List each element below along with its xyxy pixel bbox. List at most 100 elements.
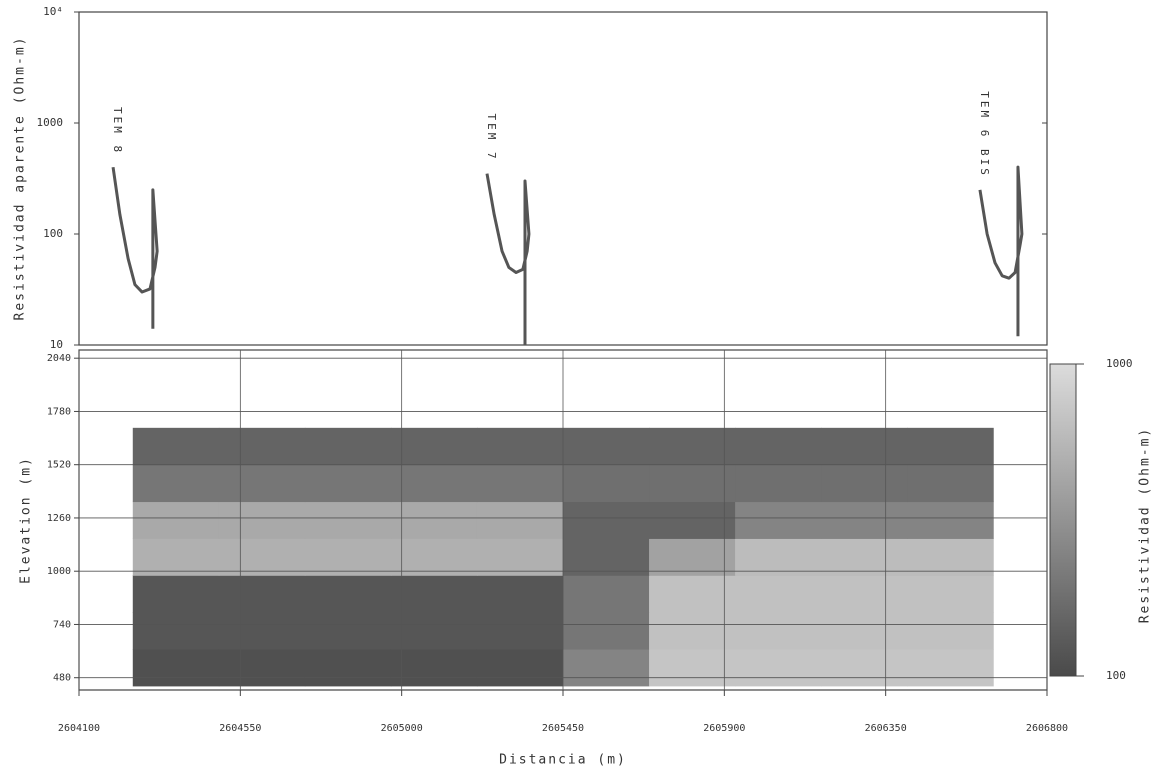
y-tick-label: 2040 — [47, 353, 71, 364]
section-cell — [907, 538, 994, 576]
section-cell — [304, 501, 392, 539]
section-cell — [821, 427, 908, 466]
section-cell — [476, 464, 564, 503]
section-cell — [390, 427, 478, 466]
section-cell — [563, 427, 650, 466]
section-cell — [563, 538, 650, 576]
sounding-curve — [111, 166, 159, 329]
section-y-label: Elevation (m) — [19, 456, 34, 584]
section-cell — [390, 612, 478, 650]
section-cell — [649, 649, 736, 687]
x-tick-label: 2606800 — [1026, 723, 1068, 734]
y-tick-label: 10 — [50, 338, 63, 351]
section-cell — [132, 538, 220, 576]
section-cell — [476, 649, 564, 687]
section-cell — [649, 575, 736, 613]
y-tick-label: 1260 — [47, 513, 71, 524]
section-cell — [218, 649, 306, 687]
sounding-curve — [978, 165, 1024, 337]
section-cell — [304, 612, 392, 650]
section-cell — [390, 464, 478, 503]
section-cell — [735, 464, 822, 503]
section-cell — [132, 427, 220, 466]
top-y-label: Resistividad aparente (Ohm-m) — [13, 36, 28, 321]
x-label: Distancia (m) — [499, 753, 627, 768]
y-tick-label: 480 — [53, 673, 71, 684]
x-tick-label: 2606350 — [865, 723, 907, 734]
sounding-label: TEM 8 — [111, 107, 124, 155]
section-cell — [218, 612, 306, 650]
section-cell — [304, 575, 392, 613]
section-cell — [735, 575, 822, 613]
x-tick-label: 2605450 — [542, 723, 584, 734]
section-cell — [563, 649, 650, 687]
y-tick-label: 1780 — [47, 406, 71, 417]
section-cell — [821, 464, 908, 503]
section-cell — [304, 464, 392, 503]
top-frame — [78, 11, 1048, 346]
x-tick-label: 2604100 — [58, 723, 100, 734]
section-cell — [476, 612, 564, 650]
section-cell — [132, 649, 220, 687]
section-cell — [218, 427, 306, 466]
section-cell — [649, 612, 736, 650]
y-tick-label: 10⁴ — [43, 5, 63, 18]
y-tick-label: 740 — [53, 619, 71, 630]
section-cell — [821, 649, 908, 687]
section-cell — [132, 612, 220, 650]
section-cell — [649, 427, 736, 466]
section-cell — [735, 649, 822, 687]
section-cell — [735, 612, 822, 650]
section-cell — [735, 427, 822, 466]
section-cell — [563, 575, 650, 613]
x-tick-label: 2605900 — [703, 723, 745, 734]
section-cell — [218, 501, 306, 539]
section-cell — [476, 538, 564, 576]
section-cell — [907, 649, 994, 687]
section-cell — [132, 575, 220, 613]
section-cell — [907, 575, 994, 613]
y-tick-label: 100 — [43, 227, 63, 240]
section-cell — [304, 649, 392, 687]
section-cell — [218, 575, 306, 613]
section-cell — [563, 501, 650, 539]
section-cell — [907, 427, 994, 466]
section-cell — [476, 501, 564, 539]
y-tick-label: 1000 — [47, 566, 71, 577]
section-cell — [735, 501, 822, 539]
section-cell — [563, 464, 650, 503]
section-cell — [132, 501, 220, 539]
section-cell — [476, 575, 564, 613]
section-cell — [390, 538, 478, 576]
colorbar-label: Resistividad (Ohm-m) — [1138, 427, 1153, 624]
section-cell — [218, 464, 306, 503]
section-cell — [218, 538, 306, 576]
section-cell — [735, 538, 822, 576]
section-cell — [649, 464, 736, 503]
section-cell — [907, 464, 994, 503]
sounding-label: TEM 6 BIS — [978, 91, 991, 178]
colorbar-tick-label: 1000 — [1106, 357, 1133, 370]
section-cell — [821, 575, 908, 613]
section-cell — [821, 501, 908, 539]
colorbar — [1049, 363, 1077, 677]
section-cell — [304, 538, 392, 576]
x-tick-label: 2605000 — [381, 723, 423, 734]
section-cell — [390, 649, 478, 687]
section-cell — [304, 427, 392, 466]
section-cell — [390, 501, 478, 539]
x-tick-label: 2604550 — [219, 723, 261, 734]
section-cell — [907, 612, 994, 650]
section-cell — [649, 501, 736, 539]
section-cell — [907, 501, 994, 539]
sounding-curve — [485, 173, 531, 345]
colorbar-tick-label: 100 — [1106, 669, 1126, 682]
section-cell — [476, 427, 564, 466]
section-cell — [821, 612, 908, 650]
y-tick-label: 1520 — [47, 460, 71, 471]
y-tick-label: 1000 — [37, 116, 64, 129]
section-cell — [132, 464, 220, 503]
sounding-label: TEM 7 — [485, 113, 498, 161]
section-cell — [649, 538, 736, 576]
